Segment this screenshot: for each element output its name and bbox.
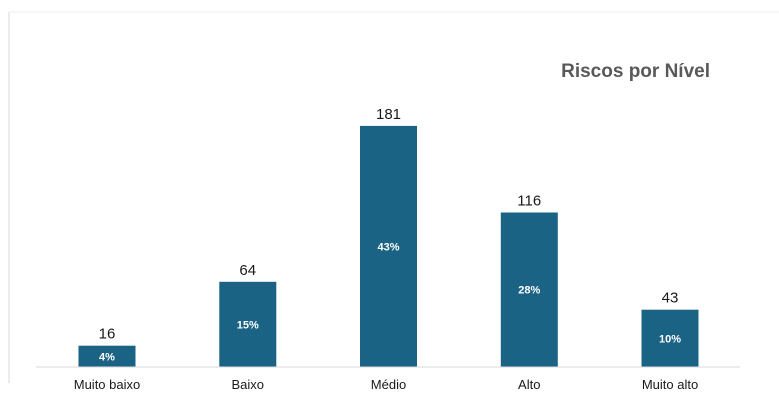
category-label-muito-alto: Muito alto (642, 377, 698, 392)
category-label-muito-baixo: Muito baixo (74, 377, 140, 392)
value-label-medio: 181 (376, 106, 401, 123)
category-label-baixo: Baixo (231, 377, 264, 392)
bar-medio (360, 125, 417, 368)
percent-label-muito-alto: 10% (659, 333, 681, 345)
bar-baixo (219, 281, 277, 367)
percent-label-baixo: 15% (237, 319, 259, 331)
chart-title: Riscos por Nível (561, 61, 710, 82)
category-label-medio: Médio (371, 377, 406, 392)
value-label-alto: 116 (517, 193, 541, 210)
bar-alto (500, 212, 558, 367)
percent-label-alto: 28% (518, 285, 540, 297)
bar-muito-baixo (78, 345, 136, 367)
bar-muito-alto (641, 309, 699, 367)
percent-label-muito-baixo: 4% (99, 351, 115, 363)
category-label-alto: Alto (518, 377, 540, 392)
value-label-muito-alto: 43 (662, 290, 679, 307)
value-label-muito-baixo: 16 (99, 326, 116, 343)
percent-label-medio: 43% (377, 242, 399, 254)
value-label-baixo: 64 (239, 262, 256, 279)
bars-layer: 16 4% Muito baixo 64 15% Baixo 181 43% Médio 116 2… (74, 106, 699, 392)
